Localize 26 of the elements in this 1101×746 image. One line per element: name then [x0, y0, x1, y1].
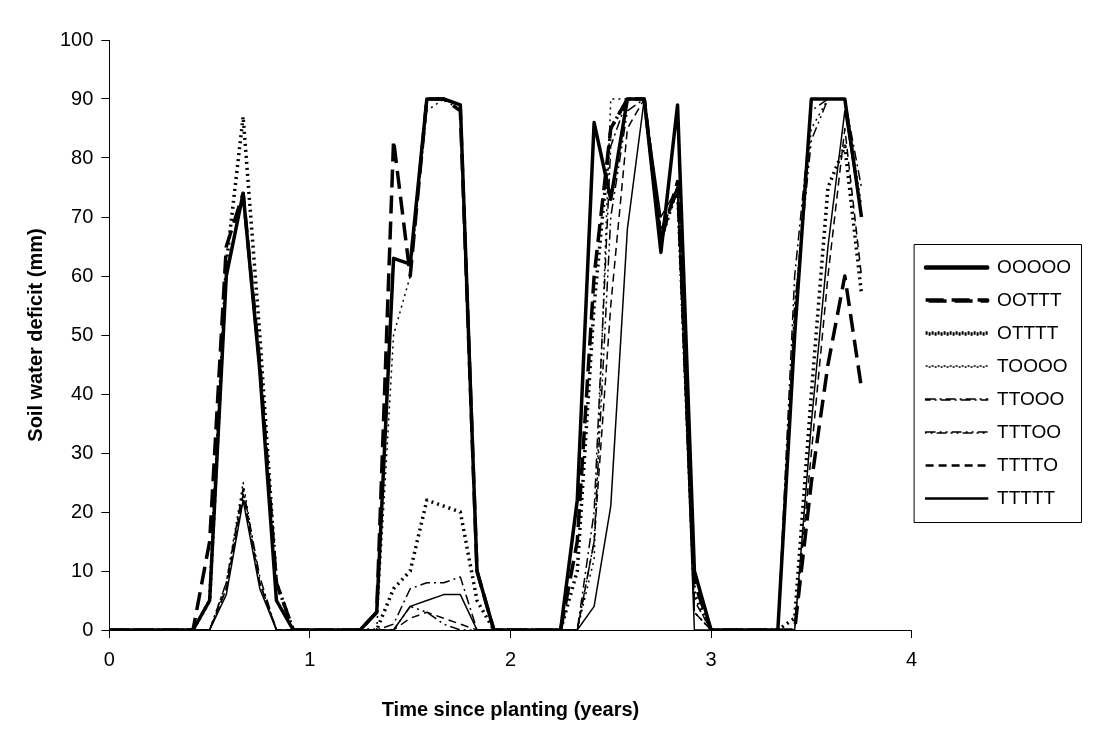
legend-label: TTTOO	[997, 420, 1062, 442]
y-tick-label: 100	[59, 27, 94, 50]
legend-label: OTTTT	[997, 321, 1059, 343]
y-axis-title: Soil water deficit (mm)	[23, 228, 46, 442]
legend-label: TTOOO	[997, 387, 1065, 409]
legend-label: OOTTT	[997, 288, 1062, 310]
legend-label: TTTTO	[997, 453, 1058, 475]
x-tick-label: 2	[504, 647, 517, 670]
x-tick-label: 3	[705, 647, 717, 670]
legend-label: OOOOO	[997, 255, 1072, 277]
y-tick-label: 40	[71, 381, 94, 404]
y-tick-label: 80	[71, 145, 94, 168]
x-tick-label: 1	[304, 647, 316, 670]
y-tick-label: 90	[71, 86, 94, 109]
y-tick-label: 30	[71, 440, 94, 463]
x-tick-label: 4	[906, 647, 918, 670]
x-axis-title: Time since planting (years)	[381, 697, 640, 720]
y-tick-label: 0	[82, 617, 94, 640]
y-tick-label: 10	[71, 558, 94, 581]
legend-label: TOOOO	[997, 354, 1068, 376]
y-tick-label: 50	[71, 322, 94, 345]
legend-label: TTTTT	[997, 486, 1056, 508]
x-tick-label: 0	[103, 647, 115, 670]
y-tick-label: 70	[71, 204, 94, 227]
y-tick-label: 20	[71, 499, 94, 522]
y-tick-label: 60	[71, 263, 94, 286]
